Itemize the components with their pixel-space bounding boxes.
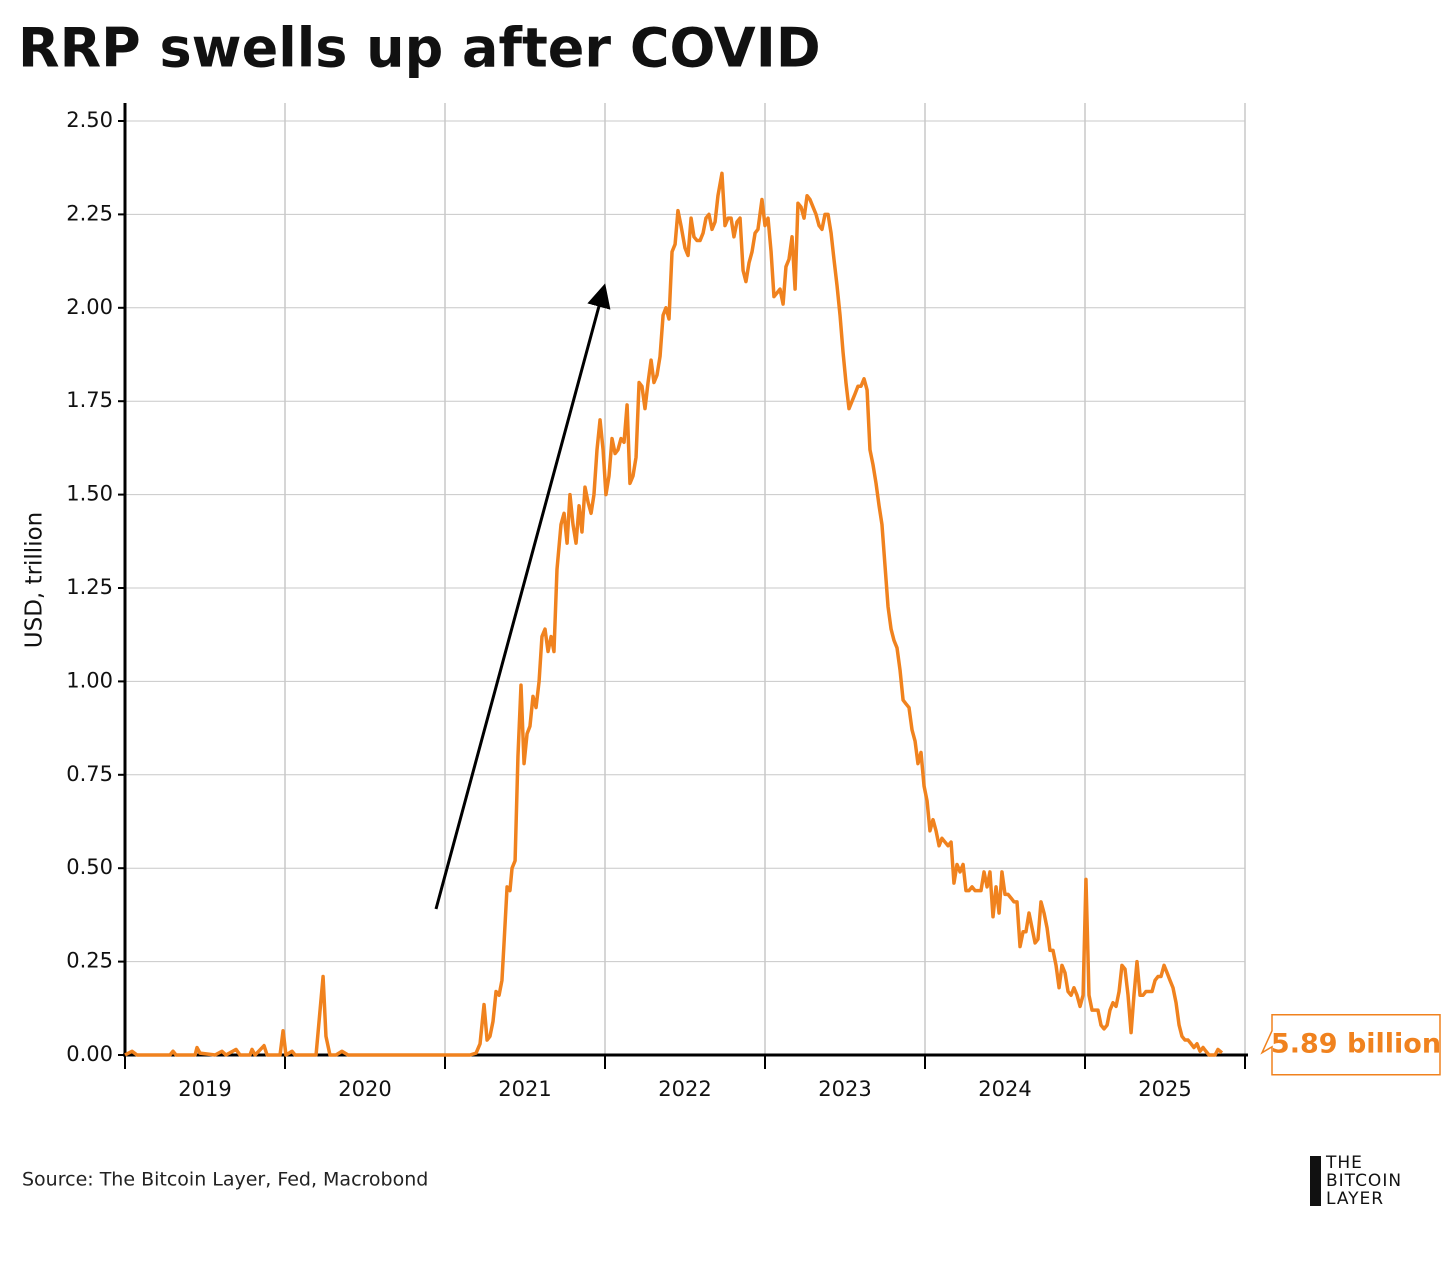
y-tick-label: 0.25 (66, 949, 113, 973)
end-label-box (1260, 1014, 1441, 1076)
y-tick-label: 0.75 (66, 762, 113, 786)
x-tick-label: 2021 (498, 1077, 551, 1101)
y-tick-label: 1.50 (66, 482, 113, 506)
data-line (124, 171, 1224, 1057)
y-axis-label: USD, trillion (22, 512, 48, 648)
y-tick-label: 1.75 (66, 388, 113, 412)
trend-arrow (434, 283, 611, 910)
source-note: Source: The Bitcoin Layer, Fed, Macrobon… (22, 1169, 428, 1191)
x-tick-label: 2022 (658, 1077, 711, 1101)
y-tick-label: 0.50 (66, 855, 113, 879)
y-tick-label: 2.00 (66, 295, 113, 319)
x-tick-label: 2020 (338, 1077, 391, 1101)
logo-text: BITCOIN (1326, 1171, 1402, 1191)
y-tick-label: 1.00 (66, 668, 113, 692)
x-tick-label: 2023 (818, 1077, 871, 1101)
chart-title: RRP swells up after COVID (18, 17, 821, 80)
y-tick-label: 0.00 (66, 1042, 113, 1066)
logo-text: LAYER (1326, 1189, 1384, 1209)
end-label: 5.89 billion (1271, 1028, 1441, 1059)
y-tick-label: 2.50 (66, 108, 113, 132)
plot-area: 0.00 0.25 0.50 0.75 1.00 1.25 1.50 1.75 2.00 2.25… (66, 103, 1441, 1101)
y-tick-label: 1.25 (66, 575, 113, 599)
x-tick-label: 2025 (1138, 1077, 1191, 1101)
logo-bar (1310, 1156, 1321, 1206)
y-tick-label: 2.25 (66, 201, 113, 225)
logo-text: THE (1325, 1153, 1363, 1173)
x-tick-label: 2019 (178, 1077, 231, 1101)
x-tick-label: 2024 (978, 1077, 1031, 1101)
